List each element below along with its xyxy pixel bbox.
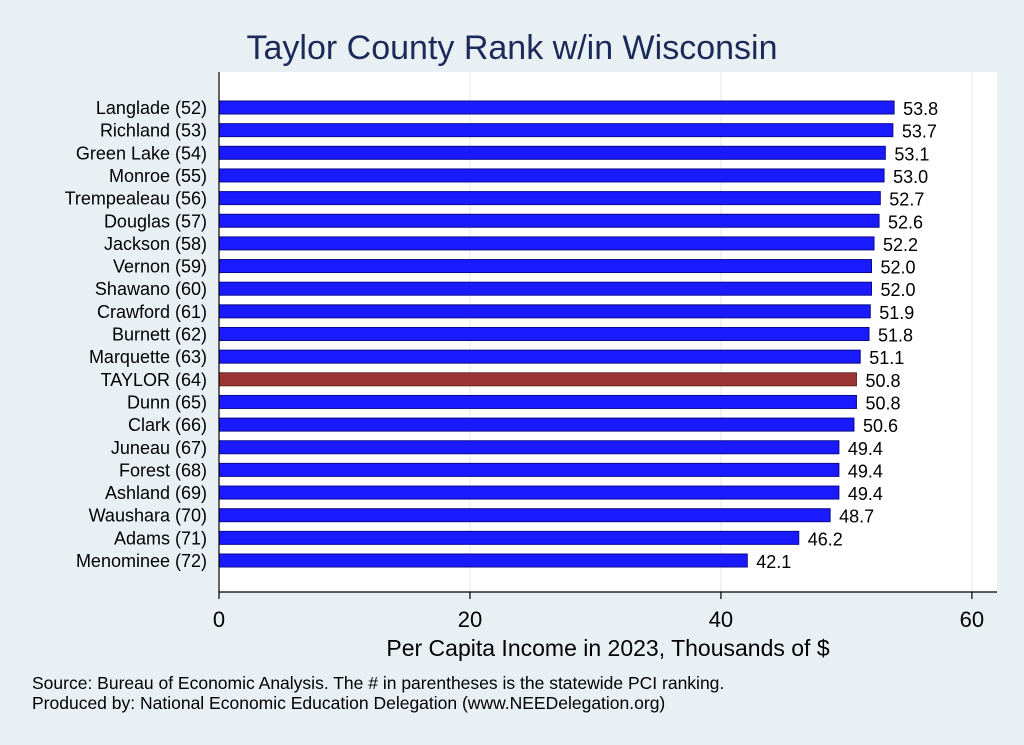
bar [218, 281, 873, 296]
bar [218, 553, 748, 568]
bar [218, 123, 894, 138]
category-label: Vernon (59) [113, 257, 207, 277]
x-tick-label: 0 [213, 607, 225, 632]
value-label: 52.2 [883, 235, 918, 255]
category-label: Marquette (63) [89, 347, 207, 367]
value-label: 49.4 [848, 439, 883, 459]
bar [218, 440, 840, 455]
bar [218, 145, 886, 160]
value-label: 52.0 [881, 280, 916, 300]
value-label: 53.7 [902, 122, 937, 142]
category-label: Richland (53) [100, 121, 207, 141]
bar-highlight [218, 372, 857, 387]
value-label: 48.7 [839, 507, 874, 527]
category-label: Trempealeau (56) [65, 189, 207, 209]
bar [218, 485, 840, 500]
category-label: Juneau (67) [111, 438, 207, 458]
bars [218, 100, 895, 568]
bar [218, 508, 831, 523]
x-tick-label: 40 [709, 607, 733, 632]
category-label: Jackson (58) [104, 234, 207, 254]
value-label: 53.0 [893, 167, 928, 187]
category-label: Green Lake (54) [76, 143, 207, 163]
chart-title: Taylor County Rank w/in Wisconsin [247, 29, 778, 67]
value-label: 52.7 [889, 190, 924, 210]
bar [218, 191, 881, 206]
value-label: 52.0 [881, 258, 916, 278]
category-label: Crawford (61) [97, 302, 207, 322]
category-label: Douglas (57) [104, 211, 207, 231]
category-label: Clark (66) [128, 415, 207, 435]
category-label: Shawano (60) [95, 279, 207, 299]
value-label: 42.1 [756, 552, 791, 572]
bar [218, 349, 861, 364]
value-label: 49.4 [848, 461, 883, 481]
bar [218, 327, 870, 341]
bar [218, 394, 857, 409]
bar [218, 236, 875, 251]
value-label: 50.8 [865, 371, 900, 391]
value-label: 49.4 [848, 484, 883, 504]
producer-note: Produced by: National Economic Education… [32, 693, 665, 713]
category-label: Forest (68) [119, 460, 207, 480]
value-label: 52.6 [888, 212, 923, 232]
bar [218, 417, 855, 432]
bar [218, 100, 895, 115]
bar [218, 168, 885, 183]
value-label: 46.2 [808, 529, 843, 549]
category-label: Langlade (52) [96, 98, 207, 118]
value-label: 51.1 [869, 348, 904, 368]
value-label: 53.8 [903, 99, 938, 119]
x-axis-ticks: 0 20 40 60 [213, 592, 984, 632]
x-tick-label: 20 [458, 607, 482, 632]
category-label: TAYLOR (64) [101, 370, 207, 390]
x-axis-label: Per Capita Income in 2023, Thousands of … [386, 635, 829, 661]
value-label: 51.8 [878, 326, 913, 346]
bar [218, 462, 840, 477]
bar [218, 259, 873, 274]
category-label: Burnett (62) [112, 325, 207, 345]
source-note: Source: Bureau of Economic Analysis. The… [32, 673, 724, 693]
category-label: Ashland (69) [105, 483, 207, 503]
bar [218, 530, 800, 545]
value-label: 50.6 [863, 416, 898, 436]
bar [218, 213, 880, 228]
x-tick-label: 60 [960, 607, 984, 632]
category-label: Menominee (72) [76, 551, 207, 571]
category-label: Adams (71) [114, 528, 207, 548]
category-label: Dunn (65) [127, 392, 207, 412]
value-label: 51.9 [879, 303, 914, 323]
category-label: Waushara (70) [89, 506, 207, 526]
bar [218, 304, 871, 319]
value-label: 50.8 [865, 393, 900, 413]
value-label: 53.1 [894, 144, 929, 164]
category-label: Monroe (55) [109, 166, 207, 186]
value-labels: 53.8 53.753.1 53.0 52.752.6 52.2 52.052.0 51.9… [756, 99, 938, 572]
category-labels: Langlade (52) Richland (53)Green Lake (54… [65, 98, 207, 571]
